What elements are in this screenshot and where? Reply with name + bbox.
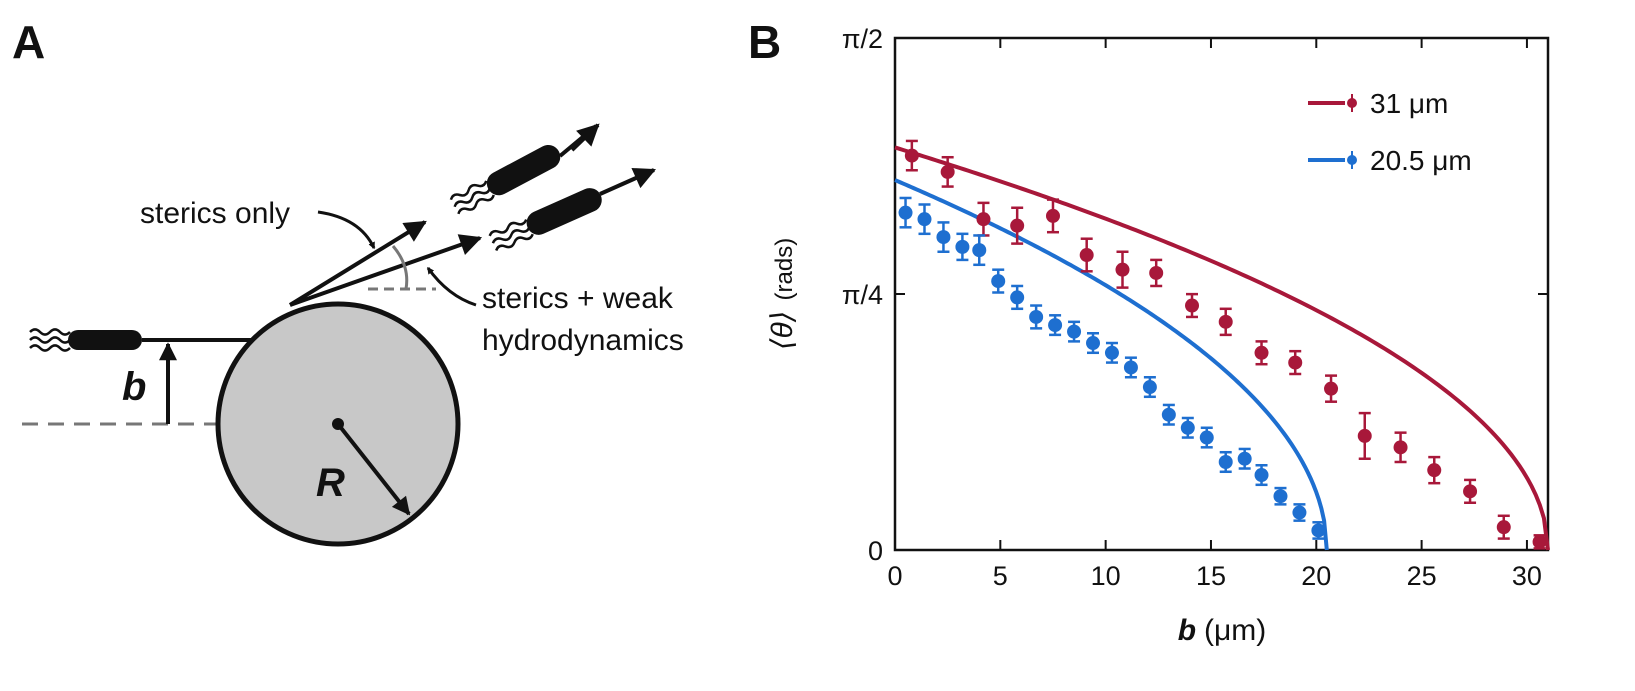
x-axis-label: b (μm): [1178, 614, 1267, 647]
data-point-20-5um: [1142, 380, 1157, 395]
annotation-weak-line2: hydrodynamics: [482, 324, 684, 357]
data-point-31um: [1115, 262, 1130, 277]
x-axis-label-symbol: b: [1178, 614, 1196, 647]
data-point-31um: [1532, 534, 1547, 549]
sterics-only-pointer-icon: [317, 210, 376, 250]
x-tick-label: 0: [887, 561, 902, 591]
data-point-20-5um: [936, 230, 951, 245]
data-point-20-5um: [1010, 290, 1025, 305]
fit-curve-20-5um: [894, 178, 1329, 551]
data-point-20-5um: [1180, 420, 1195, 435]
data-point-31um: [904, 148, 919, 163]
weak-hydro-pointer-icon: [426, 266, 477, 307]
y-axis-label-symbol: ⟨θ⟩: [766, 310, 799, 350]
data-point-20-5um: [1067, 324, 1082, 339]
data-point-20-5um: [1104, 345, 1119, 360]
bacterium-icon-outgoing-lower: [488, 188, 602, 252]
x-tick-label: 10: [1091, 561, 1121, 591]
data-point-31um: [1149, 265, 1164, 280]
y-tick-label: π/4: [842, 280, 883, 310]
data-point-20-5um: [972, 243, 987, 258]
legend: 31 μm 20.5 μm: [1308, 88, 1472, 176]
x-axis-ticks: 0 5 10 15 20 25 30: [887, 38, 1542, 591]
data-point-31um: [1045, 208, 1060, 223]
x-tick-label: 15: [1196, 561, 1226, 591]
data-point-31um: [1185, 298, 1200, 313]
data-point-20-5um: [1254, 468, 1269, 483]
data-point-31um: [1463, 484, 1478, 499]
y-axis-label: ⟨θ⟩ (rads): [766, 238, 799, 350]
data-point-20-5um: [1029, 309, 1044, 324]
legend-label-31um: 31 μm: [1370, 88, 1448, 119]
symbol-b: b: [122, 365, 146, 409]
panel-b-label: B: [748, 16, 781, 68]
data-point-20-5um: [991, 274, 1006, 289]
data-point-31um: [1357, 428, 1372, 443]
fit-curve-31um: [894, 145, 1550, 551]
data-point-31um: [1324, 381, 1339, 396]
x-tick-label: 25: [1407, 561, 1437, 591]
data-point-20-5um: [1199, 430, 1214, 445]
data-point-31um: [1218, 314, 1233, 329]
outgoing-arrow-icon-lower: [599, 167, 657, 196]
y-tick-label: 0: [868, 536, 883, 566]
data-point-20-5um: [898, 205, 913, 220]
data-point-31um: [1079, 248, 1094, 263]
data-point-31um: [976, 212, 991, 227]
data-point-31um: [1254, 345, 1269, 360]
symbol-R: R: [316, 461, 345, 505]
data-point-20-5um: [1237, 451, 1252, 466]
data-point-31um: [1496, 520, 1511, 535]
data-point-31um: [940, 164, 955, 179]
radius-arrow-icon: [336, 422, 411, 516]
data-point-20-5um: [1086, 336, 1101, 351]
angle-arc-icon: [391, 245, 409, 290]
bacterium-icon-incoming: [29, 328, 142, 352]
data-point-20-5um: [1273, 489, 1288, 504]
y-tick-label: π/2: [842, 24, 883, 54]
data-point-31um: [1427, 463, 1442, 478]
data-point-20-5um: [917, 212, 932, 227]
x-tick-label: 20: [1301, 561, 1331, 591]
y-axis-label-unit: (rads): [771, 238, 798, 301]
fit-curves: [894, 145, 1550, 551]
data-point-31um: [1288, 355, 1303, 370]
data-point-20-5um: [1048, 318, 1063, 333]
data-point-31um: [1010, 218, 1025, 233]
annotation-weak-line1: sterics + weak: [482, 282, 674, 315]
annotation-sterics-only: sterics only: [140, 197, 290, 230]
data-points: [898, 139, 1547, 550]
outgoing-dash-upper: [558, 124, 598, 158]
data-point-20-5um: [1123, 360, 1138, 375]
panel-a-label: A: [12, 16, 45, 68]
legend-label-20-5um: 20.5 μm: [1370, 145, 1472, 176]
y-axis-ticks: 0 π/4 π/2: [842, 24, 1548, 566]
data-point-31um: [1393, 440, 1408, 455]
panel-b: B 0 5 10 15 20 25 30 0 π/4 π/2 b (μm) ⟨θ⟩ (rads) 3…: [748, 16, 1550, 647]
bacterium-icon-outgoing-upper: [449, 144, 561, 215]
data-point-20-5um: [955, 239, 970, 254]
data-point-20-5um: [1292, 505, 1307, 520]
data-point-20-5um: [1161, 407, 1176, 422]
data-point-20-5um: [1311, 523, 1326, 538]
data-point-20-5um: [1218, 454, 1233, 469]
x-axis-label-unit: (μm): [1204, 614, 1266, 647]
panel-a: A R b: [12, 16, 684, 547]
x-tick-label: 30: [1512, 561, 1542, 591]
x-tick-label: 5: [993, 561, 1008, 591]
plot-frame: [893, 36, 1550, 552]
weak-hydro-ray: [289, 234, 483, 307]
sterics-only-ray: [288, 220, 427, 307]
